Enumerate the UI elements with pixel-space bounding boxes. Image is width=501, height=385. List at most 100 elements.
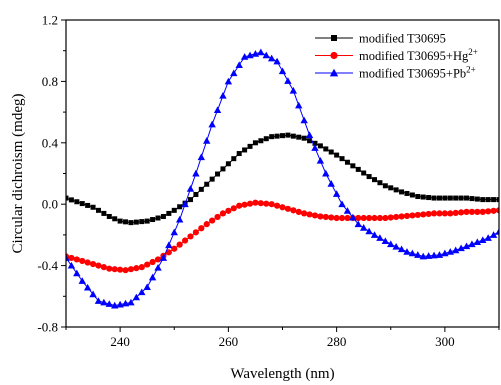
data-point	[430, 251, 438, 259]
data-point	[177, 204, 183, 210]
data-point	[360, 214, 367, 222]
data-point	[415, 194, 421, 200]
data-point	[263, 136, 269, 142]
data-point	[165, 241, 173, 249]
data-point	[117, 218, 123, 224]
data-point	[273, 202, 281, 209]
data-point	[496, 197, 499, 203]
data-point	[458, 195, 464, 201]
data-point	[469, 196, 475, 202]
y-tick-label: 0.4	[42, 135, 59, 150]
data-point	[317, 213, 324, 220]
data-point	[473, 238, 482, 246]
data-point	[290, 133, 296, 139]
data-point	[258, 138, 264, 144]
data-point	[322, 213, 329, 221]
data-point	[312, 140, 318, 146]
legend-entry: modified T30695	[315, 32, 446, 46]
data-point	[479, 236, 487, 243]
data-point	[139, 219, 145, 225]
data-point	[170, 228, 178, 236]
legend-marker	[331, 35, 337, 41]
data-point	[84, 259, 91, 266]
data-point	[252, 199, 259, 206]
data-point	[355, 166, 361, 172]
data-point	[436, 195, 442, 201]
series-triangle	[66, 48, 499, 309]
data-point	[382, 214, 389, 222]
axes-layer: 240 260 280 300 -0.8 -0.4 0.0 0.4 0.8 1.2	[37, 13, 500, 349]
data-point	[122, 267, 129, 274]
data-point	[338, 214, 346, 222]
data-point	[100, 264, 107, 271]
data-point	[181, 237, 189, 244]
data-point	[95, 207, 101, 213]
data-point	[403, 212, 411, 220]
data-point	[371, 214, 378, 222]
data-point	[187, 197, 193, 203]
legend-marker	[329, 68, 339, 77]
data-point	[269, 134, 275, 140]
data-point	[219, 210, 227, 217]
data-point	[274, 133, 280, 139]
data-point	[89, 290, 97, 298]
data-point	[101, 210, 107, 216]
data-point	[289, 86, 298, 94]
data-point	[117, 266, 124, 273]
data-point	[305, 131, 314, 139]
data-point	[366, 174, 372, 180]
y-tick-label: 0.0	[42, 197, 58, 212]
data-point	[301, 135, 307, 141]
data-point	[111, 266, 118, 273]
data-point	[181, 200, 189, 208]
data-point	[192, 169, 200, 177]
data-point	[464, 195, 470, 201]
data-point	[154, 263, 162, 271]
data-point	[246, 200, 254, 207]
data-point	[327, 180, 335, 187]
data-point	[408, 249, 417, 257]
data-point	[393, 187, 399, 193]
data-point	[203, 221, 210, 228]
data-point	[490, 207, 497, 214]
data-point	[79, 201, 85, 207]
data-point	[426, 195, 432, 201]
legend-entry: modified T30695+Pb2+	[315, 65, 476, 81]
data-point	[165, 249, 172, 256]
data-point	[301, 210, 308, 217]
data-point	[485, 197, 491, 203]
data-point	[452, 209, 459, 216]
legend-marker	[330, 51, 338, 60]
data-point	[230, 69, 238, 77]
data-point	[344, 214, 351, 222]
data-point	[197, 153, 206, 161]
data-point	[414, 211, 421, 219]
data-point	[333, 214, 340, 222]
data-point	[393, 213, 400, 221]
data-point	[474, 196, 480, 202]
data-point	[79, 257, 86, 265]
data-point	[295, 208, 302, 215]
data-point	[328, 214, 335, 221]
data-point	[144, 261, 151, 268]
data-point	[273, 57, 281, 65]
data-point	[67, 261, 76, 269]
data-point	[339, 156, 345, 162]
data-point	[419, 252, 427, 260]
data-point	[230, 205, 237, 212]
data-point	[462, 242, 471, 250]
data-point	[295, 101, 303, 109]
data-point	[198, 186, 204, 192]
data-point	[278, 67, 287, 75]
data-point	[224, 77, 233, 85]
data-point	[495, 228, 499, 235]
data-point	[262, 51, 270, 59]
data-point	[106, 265, 113, 272]
data-point	[176, 241, 183, 248]
data-point	[398, 213, 405, 220]
legend-label: modified T30695	[359, 32, 446, 46]
y-tick-label: 0.8	[42, 74, 58, 89]
data-point	[479, 208, 486, 215]
